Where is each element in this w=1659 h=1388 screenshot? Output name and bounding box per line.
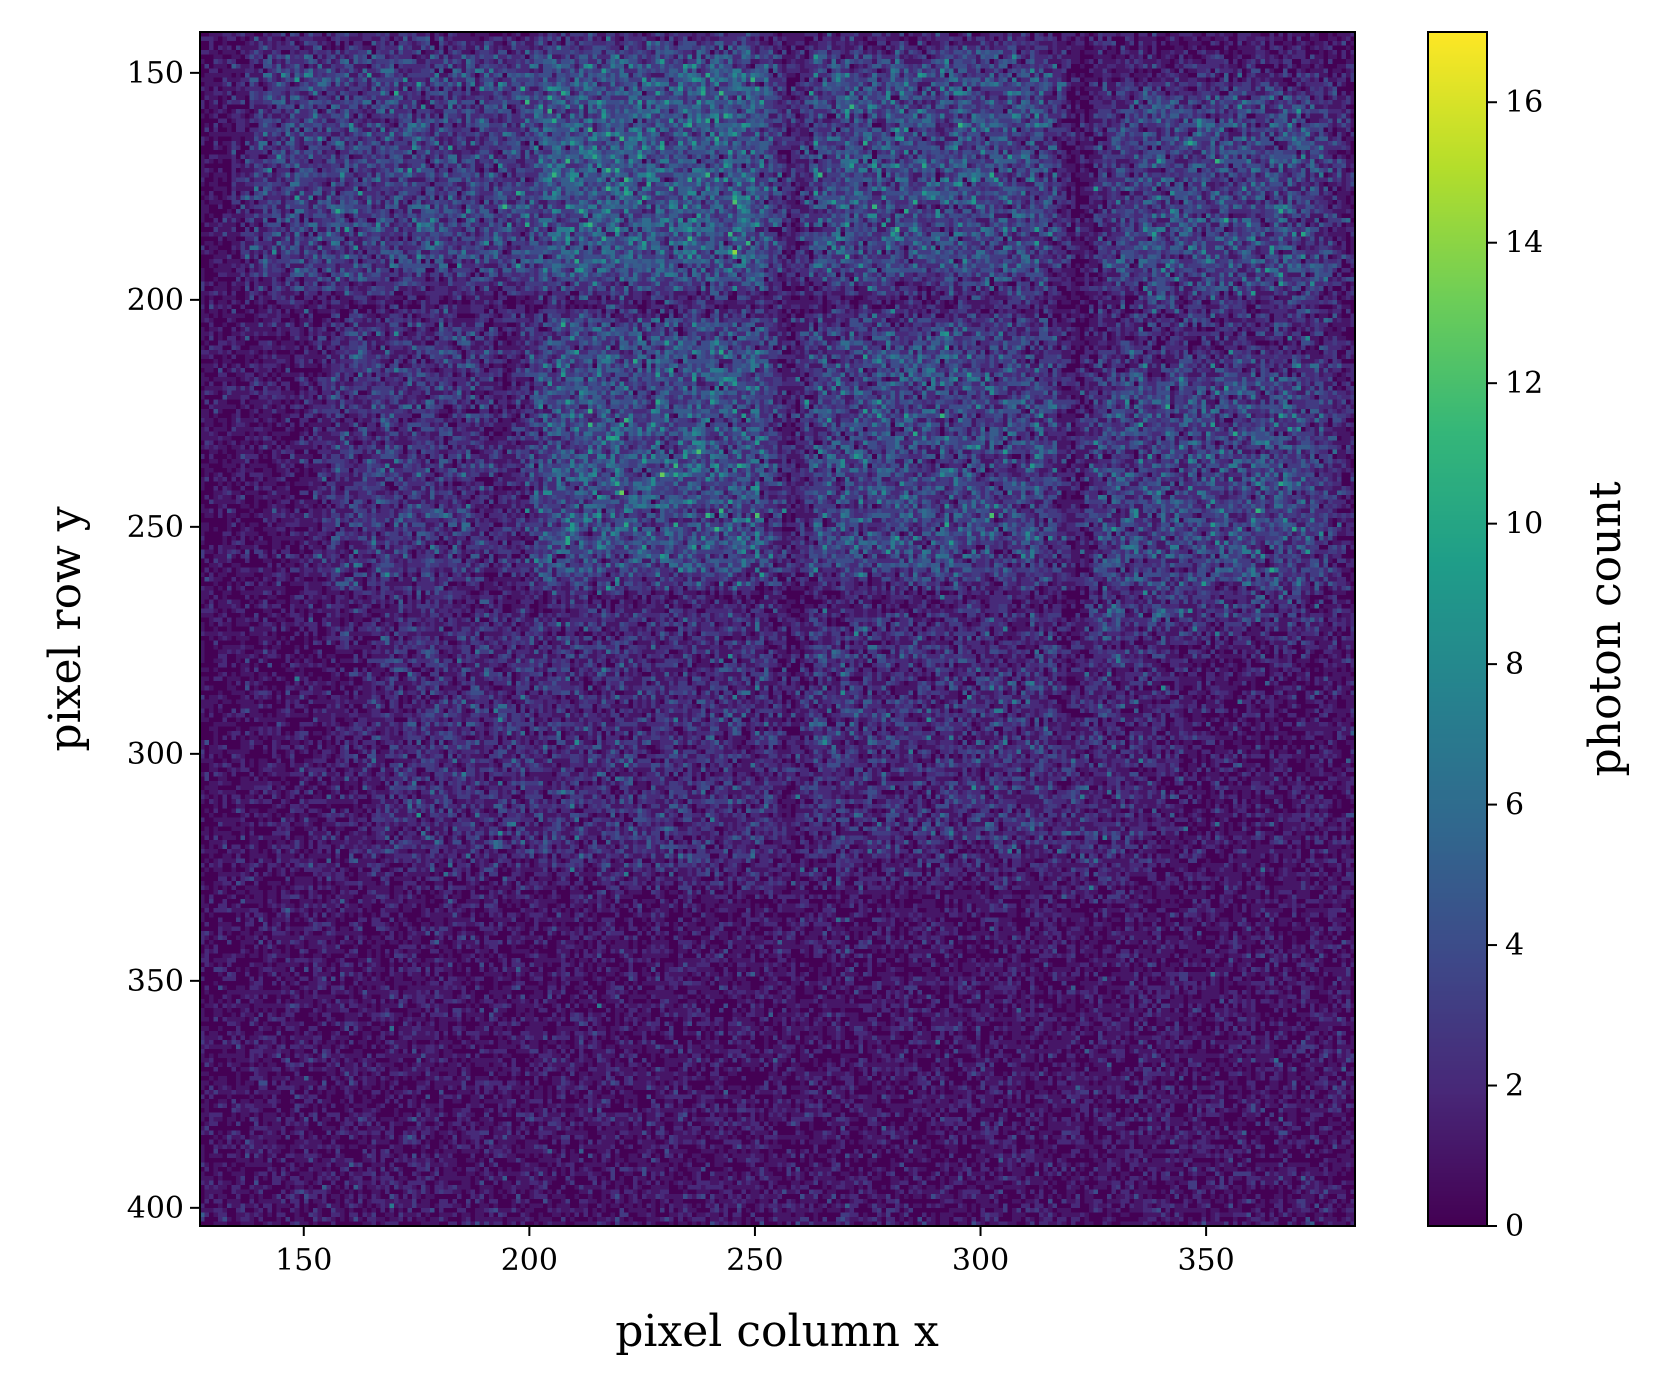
y-tick-label: 350 xyxy=(127,964,184,999)
x-tick-label: 350 xyxy=(1177,1243,1234,1278)
x-tick-label: 300 xyxy=(952,1243,1009,1278)
colorbar-gradient xyxy=(1428,32,1487,1226)
colorbar-label: photon count xyxy=(1580,481,1631,776)
colorbar-frame xyxy=(1427,31,1488,1227)
colorbar-tick-label: 10 xyxy=(1505,507,1543,542)
colorbar-ticks: 0 2 4 6 8 10 12 14 16 xyxy=(1487,85,1543,1244)
colorbar-tick-label: 8 xyxy=(1505,647,1524,682)
y-tick-label: 250 xyxy=(127,510,184,545)
heatmap-image xyxy=(200,32,1355,1226)
x-tick-label: 150 xyxy=(275,1243,332,1278)
colorbar-tick-label: 4 xyxy=(1505,928,1524,963)
y-tick-label: 400 xyxy=(127,1191,184,1226)
colorbar-tick-label: 6 xyxy=(1505,788,1524,823)
plot-frame xyxy=(199,31,1356,1227)
x-axis-ticks: 150 200 250 300 350 xyxy=(275,1226,1235,1278)
colorbar-tick-label: 14 xyxy=(1505,226,1543,261)
y-tick-label: 200 xyxy=(127,283,184,318)
colorbar-tick-label: 2 xyxy=(1505,1069,1524,1104)
x-axis-label: pixel column x xyxy=(615,1306,939,1357)
colorbar-tick-label: 16 xyxy=(1505,85,1543,120)
y-axis-ticks: 150 200 250 300 350 400 xyxy=(127,56,200,1226)
y-tick-label: 150 xyxy=(127,56,184,91)
y-tick-label: 300 xyxy=(127,737,184,772)
colorbar-tick-label: 12 xyxy=(1505,366,1543,401)
colorbar-tick-label: 0 xyxy=(1505,1209,1524,1244)
x-tick-label: 200 xyxy=(501,1243,558,1278)
y-axis-label: pixel row y xyxy=(40,506,91,751)
x-tick-label: 250 xyxy=(726,1243,783,1278)
